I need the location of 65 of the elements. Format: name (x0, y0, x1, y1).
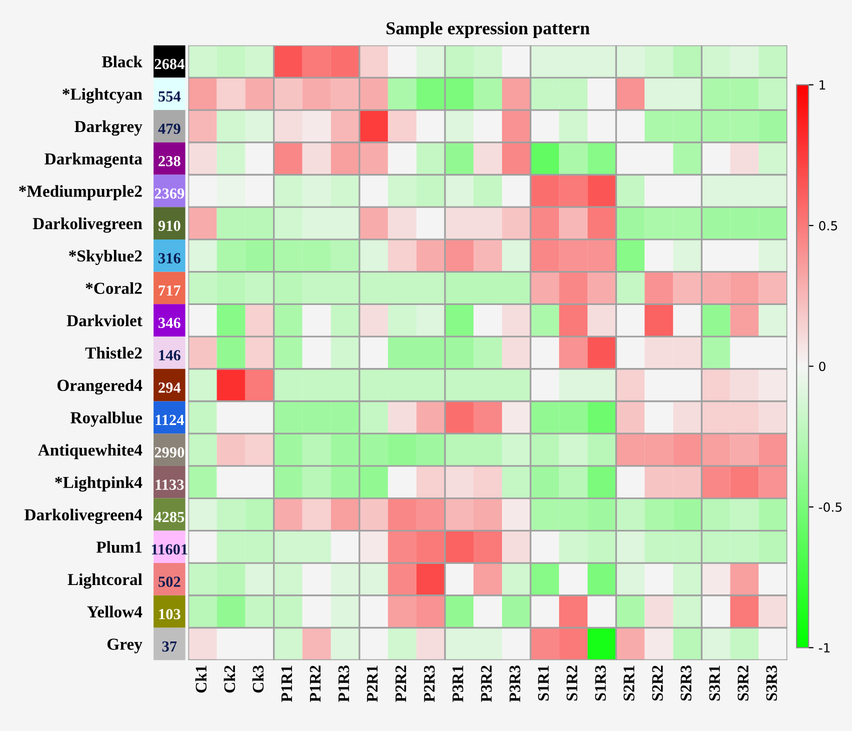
y2-tick-label: 479 (158, 124, 180, 134)
y2-tick-label: 910 (158, 220, 180, 231)
y2-tick-label: 11601 (152, 544, 188, 555)
y2-tick-label: 1124 (156, 414, 184, 425)
x-tick-label: P3R3 (510, 666, 520, 702)
x-tick-label: S3R2 (738, 666, 748, 700)
x-tick-label: S2R3 (680, 666, 692, 700)
chart-title: Sample expression pattern (386, 22, 590, 38)
y2-tick-label: 2369 (154, 188, 184, 199)
y2-tick-label: 1133 (156, 480, 184, 490)
y2-tick-label: 316 (158, 253, 180, 264)
y2-tick-label: 37 (162, 641, 177, 652)
y-tick-label: Royalblue (70, 412, 142, 427)
y-tick-label: Darkgrey (74, 120, 142, 136)
x-tick-label: S3R3 (766, 666, 777, 700)
x-tick-label: Ck3 (252, 666, 264, 693)
x-tick-label: S3R1 (709, 666, 720, 700)
y2-tick-label: 717 (158, 285, 181, 296)
x-tick-label: S1R3 (595, 666, 606, 700)
x-tick-label: Ck2 (224, 666, 236, 693)
y-tick-label: *Coral2 (86, 282, 142, 294)
y-tick-label: Darkviolet (66, 314, 142, 326)
y2-tick-label: 502 (158, 576, 180, 587)
x-tick-label: S1R1 (538, 666, 549, 700)
x-tick-label: P1R2 (310, 666, 320, 702)
y-tick-label: Black (102, 56, 142, 68)
y-tick-label: *Lightcyan (62, 88, 142, 104)
y-tick-label: Orangered4 (57, 379, 142, 395)
color-bar-label: -1 (818, 643, 830, 652)
x-tick-label: P2R1 (366, 666, 378, 702)
color-bar-label: 1 (820, 80, 826, 90)
x-tick-label: S2R1 (624, 666, 634, 700)
y-tick-label: *Lightpink4 (55, 476, 142, 492)
y2-tick-label: 346 (158, 318, 180, 328)
y2-tick-label: 2684 (154, 58, 184, 70)
x-tick-label: S2R2 (652, 666, 663, 700)
x-tick-label: S1R2 (566, 666, 578, 700)
y2-tick-label: 294 (158, 382, 181, 393)
color-bar-label: 0 (819, 362, 826, 372)
y-tick-label: Darkmagenta (44, 152, 142, 168)
y-tick-label: Plum1 (96, 541, 142, 553)
y-tick-label: Thistle2 (85, 346, 142, 359)
y2-tick-label: 238 (158, 156, 180, 166)
color-bar-label: 0.5 (819, 220, 838, 230)
y2-tick-label: 2990 (154, 447, 184, 458)
y2-tick-label: 103 (159, 608, 180, 620)
x-tick-label: Ck1 (195, 666, 207, 693)
y2-tick-label: 554 (158, 91, 181, 102)
color-bar-label: -0.5 (818, 502, 842, 512)
x-tick-label: P3R2 (481, 666, 492, 702)
y-tick-label: Darkolivegreen (32, 218, 142, 233)
x-tick-label: P3R1 (452, 666, 464, 702)
y-tick-label: Darkolivegreen4 (24, 508, 142, 524)
x-tick-label: P2R2 (395, 666, 406, 702)
y-tick-label: *Skyblue2 (69, 250, 142, 266)
x-tick-label: P2R3 (424, 666, 435, 702)
y-tick-label: Yellow4 (87, 606, 142, 618)
x-tick-label: P1R1 (281, 666, 292, 702)
y2-tick-label: 4285 (154, 512, 184, 522)
y2-tick-label: 146 (159, 350, 180, 360)
y-tick-label: Grey (107, 638, 142, 654)
y-tick-label: Antiquewhite4 (38, 444, 142, 460)
y-tick-label: Lightcoral (68, 573, 142, 589)
y-tick-label: *Mediumpurple2 (19, 185, 142, 200)
x-tick-label: P1R3 (338, 666, 350, 702)
